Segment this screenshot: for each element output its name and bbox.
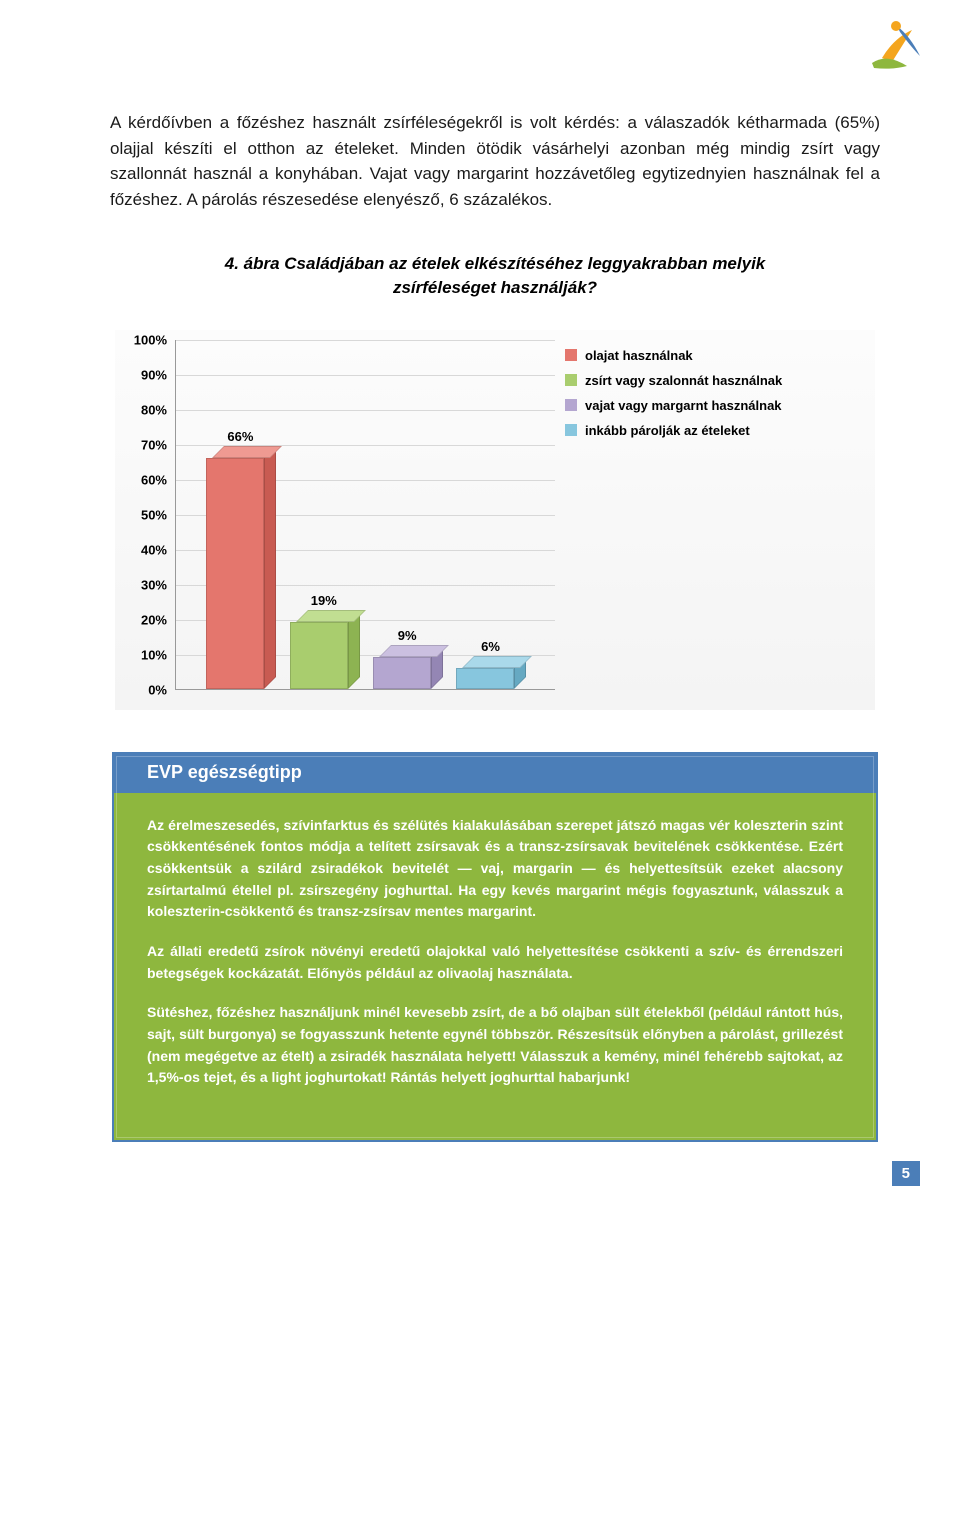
bar-value-label: 9% [373, 628, 441, 643]
legend-item: zsírt vagy szalonnát használnak [565, 373, 865, 388]
y-axis-label: 90% [141, 367, 167, 382]
y-axis-label: 60% [141, 472, 167, 487]
bar: 66% [206, 458, 274, 689]
legend-item: vajat vagy margarnt használnak [565, 398, 865, 413]
y-axis-label: 0% [148, 682, 167, 697]
y-axis-label: 80% [141, 402, 167, 417]
page-number: 5 [892, 1161, 920, 1186]
tip-paragraph: Sütéshez, főzéshez használjunk minél kev… [147, 1002, 843, 1089]
legend-label: zsírt vagy szalonnát használnak [585, 373, 782, 388]
tip-paragraph: Az állati eredetű zsírok növényi eredetű… [147, 941, 843, 984]
bar-value-label: 6% [456, 639, 524, 654]
bar: 9% [373, 657, 441, 689]
health-tip-box: EVP egészségtipp Az érelmeszesedés, szív… [110, 750, 880, 1145]
legend-swatch [565, 349, 577, 361]
legend-item: inkább párolják az ételeket [565, 423, 865, 438]
bar-value-label: 19% [290, 593, 358, 608]
body-paragraph: A kérdőívben a főzéshez használt zsírfél… [110, 110, 880, 212]
y-axis-label: 70% [141, 437, 167, 452]
y-axis-label: 20% [141, 612, 167, 627]
chart-title: 4. ábra Családjában az ételek elkészítés… [195, 252, 795, 300]
bar: 6% [456, 668, 524, 689]
tip-paragraph: Az érelmeszesedés, szívinfarktus és szél… [147, 815, 843, 923]
brand-logo [862, 18, 930, 83]
chart-legend: olajat használnak zsírt vagy szalonnát ha… [565, 348, 865, 448]
legend-swatch [565, 374, 577, 386]
legend-label: olajat használnak [585, 348, 693, 363]
y-axis-label: 100% [134, 332, 167, 347]
y-axis-label: 40% [141, 542, 167, 557]
y-axis-label: 10% [141, 647, 167, 662]
legend-label: inkább párolják az ételeket [585, 423, 750, 438]
tip-title: EVP egészségtipp [112, 752, 878, 793]
y-axis-label: 50% [141, 507, 167, 522]
legend-label: vajat vagy margarnt használnak [585, 398, 782, 413]
bar-value-label: 66% [206, 429, 274, 444]
legend-swatch [565, 399, 577, 411]
legend-item: olajat használnak [565, 348, 865, 363]
bar: 19% [290, 622, 358, 689]
y-axis-label: 30% [141, 577, 167, 592]
bar-chart: 0%10%20%30%40%50%60%70%80%90%100% 66%19%… [115, 330, 875, 710]
legend-swatch [565, 424, 577, 436]
